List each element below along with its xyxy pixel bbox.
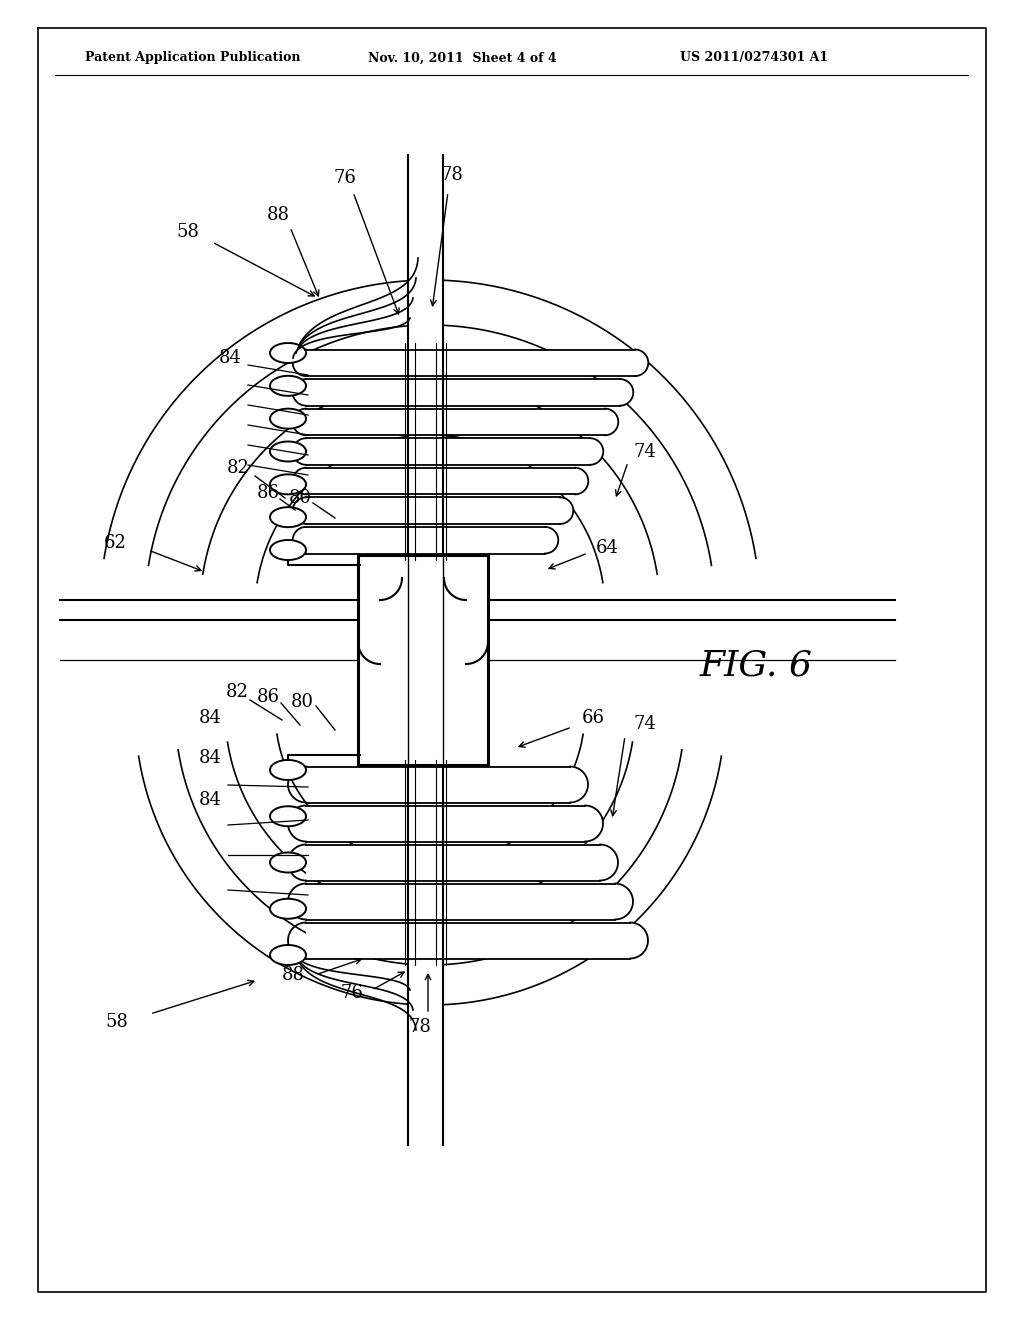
Polygon shape [575,467,588,495]
Polygon shape [270,807,306,826]
Polygon shape [270,760,306,780]
Text: 62: 62 [103,535,126,552]
Polygon shape [270,899,306,919]
Polygon shape [270,853,306,873]
Text: 76: 76 [334,169,356,187]
Text: 66: 66 [582,709,604,727]
Text: 88: 88 [282,966,304,983]
Text: US 2011/0274301 A1: US 2011/0274301 A1 [680,51,828,65]
Text: 88: 88 [266,206,290,224]
Text: 84: 84 [199,748,221,767]
Text: 86: 86 [256,688,280,706]
Text: 58: 58 [176,223,200,242]
Text: 58: 58 [105,1012,128,1031]
Text: 78: 78 [409,1018,431,1036]
Text: 84: 84 [199,709,221,727]
Polygon shape [635,350,648,376]
Polygon shape [590,438,603,465]
Polygon shape [620,379,633,405]
Polygon shape [270,945,306,965]
Text: 64: 64 [596,539,618,557]
Text: 84: 84 [199,791,221,809]
Text: Nov. 10, 2011  Sheet 4 of 4: Nov. 10, 2011 Sheet 4 of 4 [368,51,557,65]
Polygon shape [585,805,603,842]
Polygon shape [270,343,306,363]
Polygon shape [270,474,306,494]
Text: 74: 74 [634,715,656,733]
Polygon shape [615,883,633,920]
Text: 86: 86 [256,484,280,502]
Text: 82: 82 [226,459,250,477]
Text: 78: 78 [440,166,464,183]
Polygon shape [270,409,306,429]
Polygon shape [270,441,306,462]
Text: 80: 80 [289,488,311,507]
Polygon shape [600,845,617,880]
Bar [358,554,488,766]
Text: 84: 84 [218,348,242,367]
Polygon shape [270,376,306,396]
Polygon shape [630,923,648,958]
Text: 76: 76 [341,983,364,1002]
Text: FIG. 6: FIG. 6 [700,648,813,682]
Polygon shape [570,767,588,803]
Polygon shape [270,540,306,560]
Polygon shape [605,409,618,436]
Polygon shape [270,507,306,527]
Polygon shape [545,527,558,553]
Polygon shape [560,498,573,524]
Text: 82: 82 [225,682,249,701]
Text: Patent Application Publication: Patent Application Publication [85,51,300,65]
Text: 80: 80 [291,693,313,711]
Text: 74: 74 [634,444,656,461]
